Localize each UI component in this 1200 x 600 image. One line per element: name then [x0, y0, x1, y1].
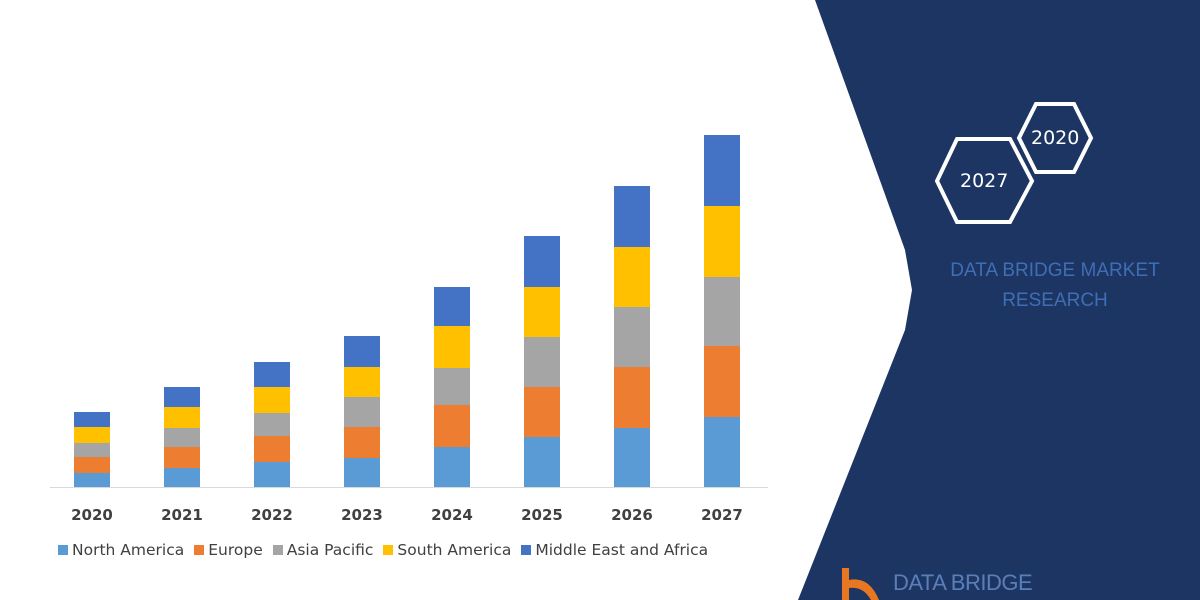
legend-label: Asia Pacific — [286, 541, 374, 559]
bar-segment-2027-europe — [704, 346, 740, 417]
bar-segment-2020-europe — [74, 457, 110, 473]
legend: North America Europe Asia Pacific South Ame… — [58, 541, 708, 559]
bar-segment-2021-asia-pacific — [164, 428, 200, 447]
bar-segment-2023-south-america — [344, 367, 380, 397]
x-tick-label: 2025 — [521, 506, 563, 524]
legend-item: South America — [383, 541, 511, 559]
bar-segment-2026-south-america — [614, 247, 650, 307]
bar-segment-2026-middle-east-and-africa — [614, 186, 650, 247]
x-tick-label: 2020 — [71, 506, 113, 524]
bar-segment-2026-north-america — [614, 428, 650, 487]
bar-segment-2024-europe — [434, 405, 470, 447]
hexagon-2027 — [934, 137, 1035, 224]
bar-segment-2025-north-america — [524, 437, 560, 487]
bar-segment-2027-north-america — [704, 417, 740, 487]
bar-segment-2026-asia-pacific — [614, 307, 650, 367]
logo-text: DATA BRIDGE — [893, 570, 1033, 595]
bar-segment-2020-middle-east-and-africa — [74, 412, 110, 427]
hex-label-2020: 2020 — [1031, 127, 1080, 149]
bar-segment-2020-asia-pacific — [74, 443, 110, 457]
bar-segment-2023-north-america — [344, 458, 380, 487]
bar-segment-2021-middle-east-and-africa — [164, 387, 200, 407]
legend-label: South America — [397, 541, 512, 559]
legend-label: Europe — [208, 541, 263, 559]
bar-segment-2020-north-america — [74, 473, 110, 487]
brand-line-1: DATA BRIDGE MARKET — [950, 260, 1160, 281]
bar-segment-2025-asia-pacific — [524, 337, 560, 387]
legend-item: Europe — [194, 541, 263, 559]
legend-label: Middle East and Africa — [535, 541, 709, 559]
bar-segment-2025-south-america — [524, 287, 560, 337]
bar-segment-2025-middle-east-and-africa — [524, 236, 560, 287]
bar-segment-2020-south-america — [74, 427, 110, 443]
x-tick-label: 2024 — [431, 506, 473, 524]
x-tick-label: 2027 — [701, 506, 743, 524]
bar-segment-2025-europe — [524, 387, 560, 437]
x-tick-label: 2021 — [161, 506, 203, 524]
x-tick-label: 2023 — [341, 506, 383, 524]
bar-segment-2027-asia-pacific — [704, 277, 740, 346]
bar-segment-2027-middle-east-and-africa — [704, 135, 740, 206]
bar-segment-2022-north-america — [254, 462, 290, 487]
legend-swatch — [272, 545, 283, 555]
legend-item: North America — [58, 541, 184, 559]
legend-item: Middle East and Africa — [521, 541, 708, 559]
bar-segment-2021-europe — [164, 447, 200, 468]
brand-line-2: RESEARCH — [1002, 290, 1108, 311]
legend-swatch — [58, 545, 68, 555]
bar-segment-2024-middle-east-and-africa — [434, 287, 470, 326]
bar-segment-2022-south-america — [254, 387, 290, 413]
bar-segment-2023-europe — [344, 427, 380, 458]
logo-icon — [842, 568, 879, 600]
legend-item: Asia Pacific — [272, 541, 374, 559]
x-tick-label: 2026 — [611, 506, 653, 524]
legend-swatch — [383, 545, 394, 555]
bar-segment-2021-north-america — [164, 468, 200, 487]
bar-segment-2023-asia-pacific — [344, 397, 380, 427]
legend-swatch — [194, 545, 205, 555]
bar-segment-2024-north-america — [434, 447, 470, 487]
bar-segment-2022-middle-east-and-africa — [254, 362, 290, 387]
bar-segment-2022-europe — [254, 436, 290, 462]
brand-title: DATA BRIDGE MARKET RESEARCH — [920, 256, 1190, 316]
legend-label: North America — [72, 541, 185, 559]
bar-segment-2027-south-america — [704, 206, 740, 277]
hexagon-2020 — [1016, 102, 1094, 174]
bar-segment-2024-asia-pacific — [434, 368, 470, 405]
bar-segment-2024-south-america — [434, 326, 470, 368]
bar-segment-2026-europe — [614, 367, 650, 428]
navy-panel — [798, 0, 1200, 600]
bar-segment-2021-south-america — [164, 407, 200, 428]
legend-swatch — [521, 545, 532, 555]
x-tick-label: 2022 — [251, 506, 293, 524]
hex-label-2027: 2027 — [960, 170, 1009, 192]
stacked-bar-chart: 2020 2021 2022 2023 2024 2025 2026 2027 — [50, 135, 768, 524]
bar-segment-2022-asia-pacific — [254, 413, 290, 436]
bar-segment-2023-middle-east-and-africa — [344, 336, 380, 367]
